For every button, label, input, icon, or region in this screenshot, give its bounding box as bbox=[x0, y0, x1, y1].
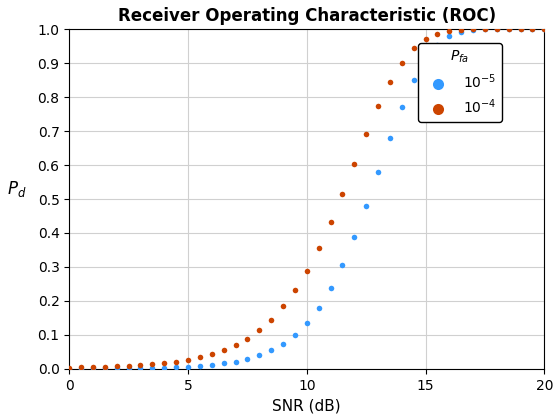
$10^{-4}$ bbox=[184, 357, 193, 363]
$10^{-5}$ bbox=[243, 355, 252, 362]
$10^{-4}$ bbox=[338, 190, 347, 197]
X-axis label: SNR (dB): SNR (dB) bbox=[273, 398, 341, 413]
$10^{-4}$ bbox=[172, 358, 181, 365]
$10^{-4}$ bbox=[397, 59, 406, 66]
$10^{-5}$ bbox=[136, 365, 145, 371]
$10^{-4}$ bbox=[457, 26, 466, 33]
$10^{-5}$ bbox=[124, 365, 133, 372]
$10^{-4}$ bbox=[219, 347, 228, 354]
$10^{-5}$ bbox=[540, 26, 549, 33]
$10^{-5}$ bbox=[291, 331, 300, 338]
$10^{-4}$ bbox=[528, 26, 537, 33]
$10^{-5}$ bbox=[314, 304, 323, 311]
$10^{-5}$ bbox=[302, 320, 311, 326]
$10^{-5}$ bbox=[184, 363, 193, 370]
Legend: $10^{-5}$, $10^{-4}$: $10^{-5}$, $10^{-4}$ bbox=[418, 43, 502, 122]
$10^{-5}$ bbox=[338, 261, 347, 268]
$10^{-5}$ bbox=[409, 76, 418, 83]
$10^{-5}$ bbox=[492, 26, 501, 33]
$10^{-5}$ bbox=[100, 365, 109, 372]
$10^{-4}$ bbox=[112, 363, 121, 370]
$10^{-5}$ bbox=[457, 29, 466, 35]
$10^{-5}$ bbox=[469, 27, 478, 34]
$10^{-4}$ bbox=[469, 26, 478, 33]
$10^{-4}$ bbox=[445, 28, 454, 34]
$10^{-5}$ bbox=[207, 362, 216, 368]
$10^{-4}$ bbox=[385, 79, 394, 86]
$10^{-4}$ bbox=[148, 361, 157, 368]
$10^{-4}$ bbox=[124, 362, 133, 369]
$10^{-5}$ bbox=[112, 365, 121, 372]
$10^{-5}$ bbox=[374, 168, 382, 175]
$10^{-5}$ bbox=[528, 26, 537, 33]
$10^{-4}$ bbox=[421, 36, 430, 42]
$10^{-4}$ bbox=[516, 26, 525, 33]
$10^{-4}$ bbox=[77, 364, 86, 371]
$10^{-4}$ bbox=[291, 287, 300, 294]
$10^{-5}$ bbox=[516, 26, 525, 33]
$10^{-4}$ bbox=[100, 363, 109, 370]
$10^{-5}$ bbox=[385, 135, 394, 142]
$10^{-4}$ bbox=[267, 316, 276, 323]
$10^{-5}$ bbox=[255, 352, 264, 359]
$10^{-5}$ bbox=[433, 41, 442, 48]
$10^{-5}$ bbox=[195, 362, 204, 369]
Y-axis label: $P_d$: $P_d$ bbox=[7, 179, 26, 199]
$10^{-4}$ bbox=[195, 354, 204, 361]
$10^{-5}$ bbox=[231, 358, 240, 365]
$10^{-5}$ bbox=[445, 33, 454, 39]
$10^{-4}$ bbox=[314, 244, 323, 251]
Title: Receiver Operating Characteristic (ROC): Receiver Operating Characteristic (ROC) bbox=[118, 7, 496, 25]
$10^{-5}$ bbox=[504, 26, 513, 33]
$10^{-5}$ bbox=[480, 26, 489, 33]
$10^{-4}$ bbox=[480, 26, 489, 33]
$10^{-5}$ bbox=[362, 202, 371, 209]
$10^{-4}$ bbox=[136, 362, 145, 369]
$10^{-5}$ bbox=[219, 360, 228, 367]
$10^{-4}$ bbox=[302, 268, 311, 274]
$10^{-5}$ bbox=[267, 347, 276, 354]
$10^{-4}$ bbox=[88, 364, 97, 370]
$10^{-5}$ bbox=[148, 365, 157, 371]
$10^{-4}$ bbox=[326, 219, 335, 226]
$10^{-5}$ bbox=[397, 103, 406, 110]
$10^{-4}$ bbox=[362, 131, 371, 138]
$10^{-4}$ bbox=[278, 303, 287, 310]
$10^{-5}$ bbox=[278, 340, 287, 347]
$10^{-5}$ bbox=[65, 365, 74, 372]
$10^{-5}$ bbox=[160, 364, 169, 371]
$10^{-4}$ bbox=[243, 335, 252, 342]
$10^{-4}$ bbox=[255, 327, 264, 333]
$10^{-4}$ bbox=[492, 26, 501, 33]
$10^{-5}$ bbox=[172, 364, 181, 370]
$10^{-5}$ bbox=[421, 55, 430, 62]
$10^{-4}$ bbox=[160, 360, 169, 367]
$10^{-4}$ bbox=[374, 103, 382, 110]
$10^{-4}$ bbox=[540, 26, 549, 33]
$10^{-5}$ bbox=[88, 365, 97, 372]
$10^{-5}$ bbox=[326, 285, 335, 292]
$10^{-4}$ bbox=[231, 342, 240, 349]
$10^{-4}$ bbox=[409, 45, 418, 52]
$10^{-4}$ bbox=[504, 26, 513, 33]
$10^{-5}$ bbox=[77, 365, 86, 372]
$10^{-4}$ bbox=[207, 351, 216, 358]
$10^{-4}$ bbox=[350, 160, 359, 167]
$10^{-4}$ bbox=[433, 30, 442, 37]
$10^{-5}$ bbox=[350, 234, 359, 240]
$10^{-4}$ bbox=[65, 364, 74, 371]
